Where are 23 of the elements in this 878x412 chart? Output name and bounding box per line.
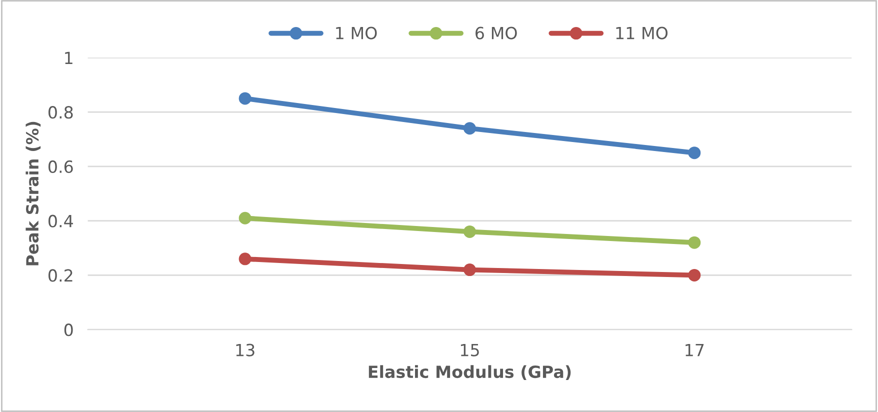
y-tick-label: 0.6 (48, 160, 73, 174)
y-tick-label: 0.8 (48, 106, 73, 119)
point (688, 236, 701, 249)
point (463, 264, 476, 276)
x-axis-title: Elastic Modulus (GPa) (368, 365, 571, 380)
y-tick-label: 1 (65, 52, 72, 64)
point (463, 122, 476, 135)
point (238, 252, 252, 266)
legend-label: 6 MO (476, 26, 517, 40)
point (688, 146, 701, 160)
legend-label: 1 MO (336, 26, 377, 40)
point (688, 268, 701, 282)
x-tick-label: 17 (686, 344, 704, 356)
y-tick-label: 0.4 (48, 214, 73, 228)
point (463, 225, 476, 238)
legend-label: 11 MO (616, 26, 668, 40)
point (238, 92, 252, 105)
y-tick-label: 0 (64, 324, 73, 336)
y-tick-label: 0.2 (48, 269, 72, 282)
y-axis-title: Peak Strain (%) (26, 122, 41, 266)
x-tick-label: 15 (460, 344, 479, 356)
x-tick-label: 13 (236, 344, 254, 356)
point (238, 212, 252, 224)
